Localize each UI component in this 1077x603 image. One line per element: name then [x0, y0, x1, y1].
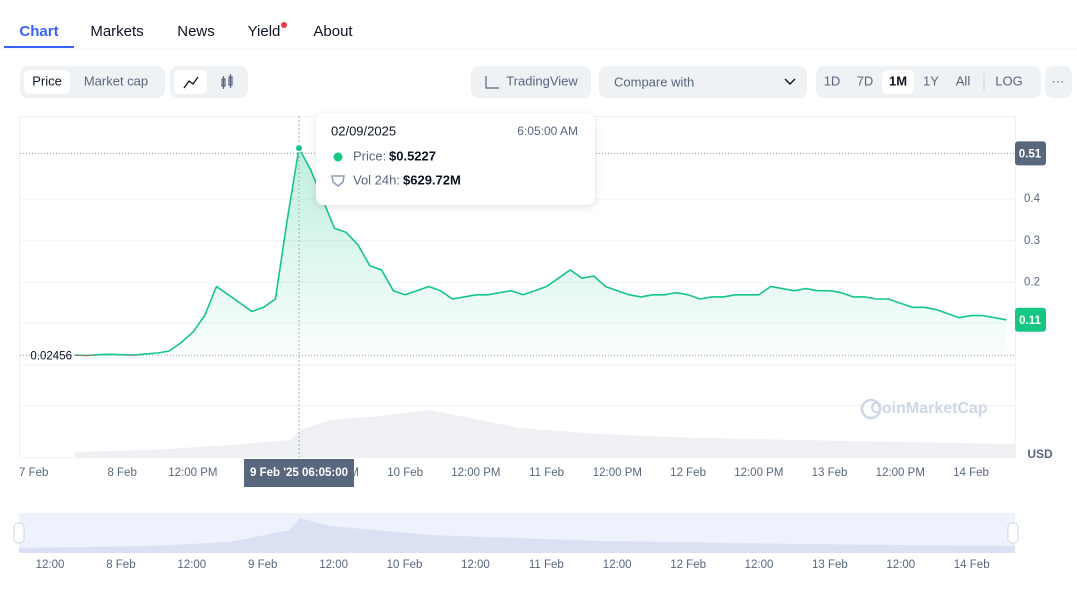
x-tick-label: 12:00 PM: [876, 467, 925, 479]
watermark: CoinMarketCap: [870, 400, 988, 417]
tooltip-volume: $629.72M: [403, 172, 461, 187]
tradingview-label: TradingView: [506, 73, 578, 88]
watermark-logo: [860, 398, 882, 420]
tooltip-date: 02/09/2025: [331, 123, 396, 138]
range-button[interactable]: All: [956, 73, 971, 88]
line-icon: [183, 76, 199, 89]
tv-icon: [485, 76, 499, 89]
last-badge: [1015, 307, 1046, 332]
tooltip-price: $0.5227: [389, 148, 436, 163]
metric-button[interactable]: Market cap: [84, 73, 148, 88]
tab-underline: [4, 46, 74, 48]
x-tick-label: 8 Feb: [107, 467, 136, 479]
range-toggle: [816, 66, 1041, 98]
x-tick-label: 12:00 PM: [168, 467, 217, 479]
y-tick-label: 0.3: [1024, 235, 1040, 247]
log-button[interactable]: LOG: [995, 73, 1022, 88]
x-tick-label: 13 Feb: [812, 467, 848, 479]
metric-button[interactable]: Price: [32, 73, 62, 88]
navigator-label: 12:00: [886, 559, 915, 571]
x-tick-label: 11 Feb: [529, 467, 564, 479]
range-button[interactable]: 7D: [857, 73, 874, 88]
tooltip: [316, 113, 595, 205]
range-button[interactable]: 1Y: [923, 73, 939, 88]
price-area: [75, 148, 1007, 356]
navigator-handle[interactable]: [1007, 522, 1019, 544]
high-badge: [1015, 141, 1046, 166]
compare-select[interactable]: [599, 66, 807, 98]
tab[interactable]: News: [177, 23, 215, 40]
navigator-label: 9 Feb: [248, 559, 277, 571]
navigator-label: 11 Feb: [529, 559, 564, 571]
tab[interactable]: About: [313, 23, 353, 40]
navigator-label: 12:00: [603, 559, 632, 571]
currency: USD: [1027, 447, 1053, 461]
y-tick-label: 0.4: [1024, 193, 1041, 205]
navigator-label: 12:00: [461, 559, 490, 571]
navigator-label: 12:00: [36, 559, 65, 571]
tradingview-button[interactable]: [471, 66, 591, 98]
x-tick-label: 10 Feb: [387, 467, 423, 479]
notification-dot: [281, 22, 287, 28]
navigator-label: 12:00: [177, 559, 206, 571]
more-button[interactable]: [1045, 66, 1072, 98]
tab[interactable]: Markets: [90, 23, 143, 40]
tooltip-dot: [333, 152, 343, 162]
tab[interactable]: Yield: [248, 23, 281, 40]
navigator-label: 12 Feb: [670, 559, 706, 571]
range-button[interactable]: 1M: [889, 73, 907, 88]
candle-icon[interactable]: [221, 74, 233, 89]
y-tick-label: 0.2: [1024, 276, 1040, 288]
tab[interactable]: Chart: [19, 23, 58, 40]
metric-selected: [24, 70, 70, 94]
compare-label: Compare with: [614, 74, 694, 89]
chevron: [784, 78, 796, 85]
navigator-area: [19, 518, 1015, 553]
volume-area: [75, 410, 1015, 457]
tooltip-volume-icon: [331, 175, 345, 187]
tooltip-price-label: Price:: [353, 148, 386, 163]
x-tick-label: 12:00 PM: [734, 467, 783, 479]
price-line: [74, 147, 1007, 357]
more-label: ···: [1052, 73, 1065, 88]
high-label: 0.51: [1019, 148, 1042, 160]
peak-point: [295, 144, 304, 153]
navigator-label: 10 Feb: [387, 559, 423, 571]
x-tick-label: 12 Feb: [670, 467, 706, 479]
navigator-label: 12:00: [745, 559, 774, 571]
x-tick-label: 12:00 PM: [593, 467, 642, 479]
x-tick-label: 12:00 PM: [451, 467, 500, 479]
crosshair-label-bg: [244, 459, 355, 487]
x-tick-label: 7 Feb: [19, 467, 48, 479]
x-tick-label: 14 Feb: [953, 467, 989, 479]
tooltip-time: 6:05:00 AM: [517, 124, 578, 138]
baseline-label: 0.02456: [30, 350, 72, 362]
navigator-label: 8 Feb: [106, 559, 135, 571]
tooltip-volume-label: Vol 24h:: [353, 172, 400, 187]
range-button[interactable]: 1D: [824, 73, 841, 88]
last-label: 0.11: [1019, 315, 1041, 327]
crosshair-label: 9 Feb '25 06:05:00: [250, 467, 348, 479]
navigator-label: 13 Feb: [812, 559, 848, 571]
range-selected: [882, 70, 914, 94]
navigator-handle[interactable]: [13, 522, 25, 544]
navigator-label: 14 Feb: [954, 559, 990, 571]
navigator-label: 12:00: [319, 559, 348, 571]
